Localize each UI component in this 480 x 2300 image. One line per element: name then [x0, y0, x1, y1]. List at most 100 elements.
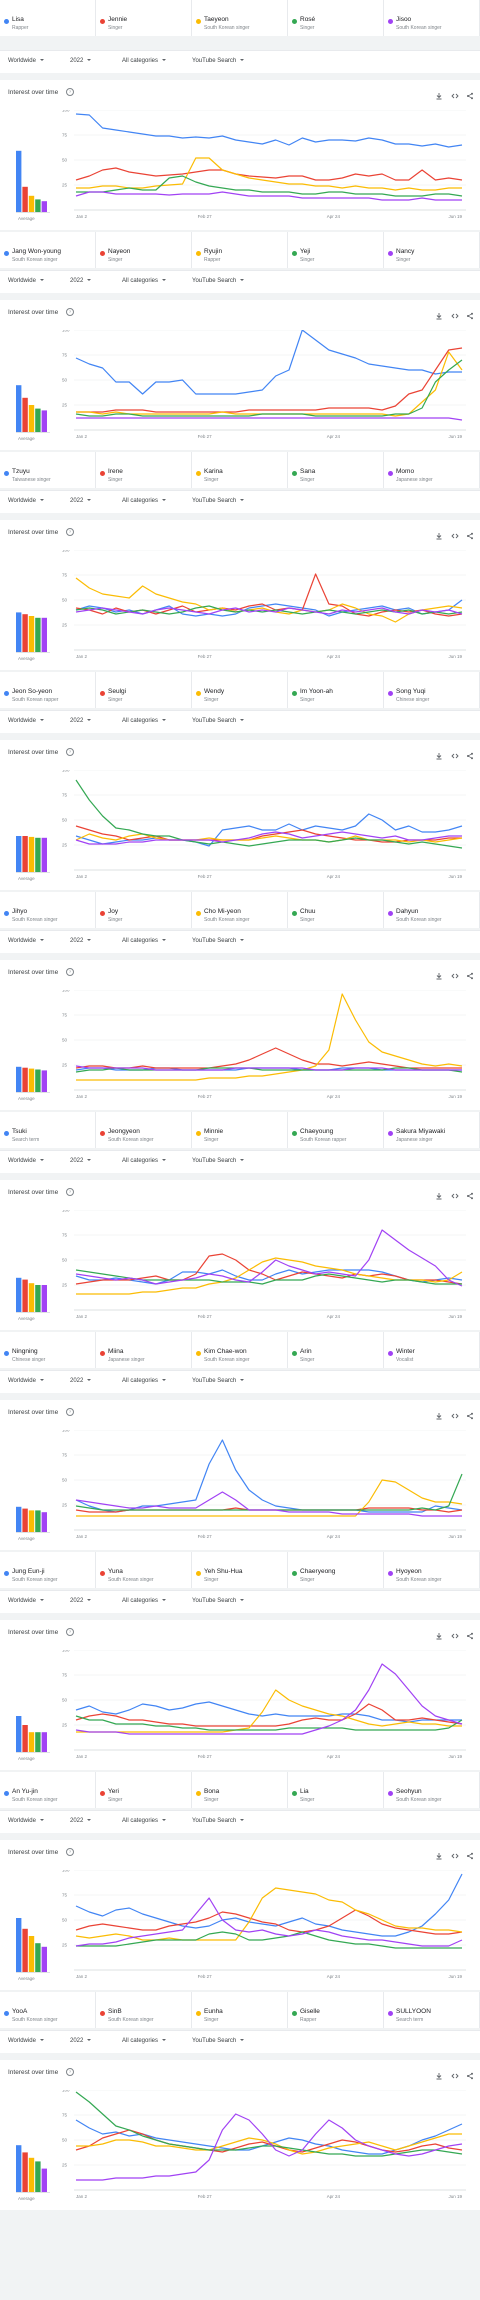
region-filter[interactable]: Worldwide: [8, 58, 44, 64]
term-item[interactable]: Dahyun South Korean singer: [384, 892, 480, 928]
help-icon[interactable]: ?: [66, 1848, 74, 1856]
region-filter[interactable]: Worldwide: [8, 1378, 44, 1384]
category-filter[interactable]: All categories: [122, 1158, 167, 1164]
term-item[interactable]: Giselle Rapper: [288, 1992, 384, 2028]
year-filter[interactable]: 2022: [70, 1818, 92, 1824]
term-item[interactable]: Irene Singer: [96, 452, 192, 488]
help-icon[interactable]: ?: [66, 1188, 74, 1196]
search-type-filter[interactable]: YouTube Search: [192, 58, 245, 64]
region-filter[interactable]: Worldwide: [8, 1818, 44, 1824]
year-filter[interactable]: 2022: [70, 498, 92, 504]
term-item[interactable]: Tzuyu Taiwanese singer: [0, 452, 96, 488]
term-item[interactable]: Minnie Singer: [192, 1112, 288, 1148]
term-item[interactable]: Lia Singer: [288, 1772, 384, 1808]
embed-icon[interactable]: [451, 527, 459, 539]
term-item[interactable]: Karina Singer: [192, 452, 288, 488]
share-icon[interactable]: [466, 967, 474, 980]
share-icon[interactable]: [466, 1407, 474, 1420]
share-icon[interactable]: [466, 307, 474, 320]
term-item[interactable]: Hyoyeon South Korean singer: [384, 1552, 480, 1588]
embed-icon[interactable]: [451, 1847, 459, 1859]
embed-icon[interactable]: [451, 967, 459, 979]
download-icon[interactable]: [435, 1187, 443, 1200]
term-item[interactable]: Momo Japanese singer: [384, 452, 480, 488]
category-filter[interactable]: All categories: [122, 278, 167, 284]
help-icon[interactable]: ?: [66, 748, 74, 756]
term-item[interactable]: Yuna South Korean singer: [96, 1552, 192, 1588]
term-item[interactable]: Winter Vocalist: [384, 1332, 480, 1368]
category-filter[interactable]: All categories: [122, 1378, 167, 1384]
region-filter[interactable]: Worldwide: [8, 278, 44, 284]
help-icon[interactable]: ?: [66, 968, 74, 976]
term-item[interactable]: Miina Japanese singer: [96, 1332, 192, 1368]
download-icon[interactable]: [435, 1627, 443, 1640]
download-icon[interactable]: [435, 2067, 443, 2080]
search-type-filter[interactable]: YouTube Search: [192, 1598, 245, 1604]
category-filter[interactable]: All categories: [122, 58, 167, 64]
term-item[interactable]: Bona Singer: [192, 1772, 288, 1808]
term-item[interactable]: Eunha Singer: [192, 1992, 288, 2028]
term-item[interactable]: Sakura Miyawaki Japanese singer: [384, 1112, 480, 1148]
category-filter[interactable]: All categories: [122, 2038, 167, 2044]
term-item[interactable]: Seohyun South Korean singer: [384, 1772, 480, 1808]
share-icon[interactable]: [466, 1627, 474, 1640]
category-filter[interactable]: All categories: [122, 718, 167, 724]
term-item[interactable]: Arin Singer: [288, 1332, 384, 1368]
search-type-filter[interactable]: YouTube Search: [192, 1818, 245, 1824]
share-icon[interactable]: [466, 527, 474, 540]
year-filter[interactable]: 2022: [70, 938, 92, 944]
term-item[interactable]: Nancy Singer: [384, 232, 480, 268]
category-filter[interactable]: All categories: [122, 1598, 167, 1604]
search-type-filter[interactable]: YouTube Search: [192, 1158, 245, 1164]
share-icon[interactable]: [466, 1187, 474, 1200]
term-item[interactable]: Jihyo South Korean singer: [0, 892, 96, 928]
help-icon[interactable]: ?: [66, 1628, 74, 1636]
search-type-filter[interactable]: YouTube Search: [192, 938, 245, 944]
download-icon[interactable]: [435, 87, 443, 100]
term-item[interactable]: Nayeon Singer: [96, 232, 192, 268]
term-item[interactable]: Seulgi Singer: [96, 672, 192, 708]
term-item[interactable]: Jeon So-yeon South Korean rapper: [0, 672, 96, 708]
search-type-filter[interactable]: YouTube Search: [192, 2038, 245, 2044]
embed-icon[interactable]: [451, 1187, 459, 1199]
term-item[interactable]: Tsuki Search term: [0, 1112, 96, 1148]
embed-icon[interactable]: [451, 87, 459, 99]
search-type-filter[interactable]: YouTube Search: [192, 278, 245, 284]
term-item[interactable]: Wendy Singer: [192, 672, 288, 708]
term-item[interactable]: Cho Mi-yeon South Korean singer: [192, 892, 288, 928]
year-filter[interactable]: 2022: [70, 58, 92, 64]
help-icon[interactable]: ?: [66, 528, 74, 536]
term-item[interactable]: SULLYOON Search term: [384, 1992, 480, 2028]
embed-icon[interactable]: [451, 1627, 459, 1639]
share-icon[interactable]: [466, 747, 474, 760]
term-item[interactable]: Jennie Singer: [96, 0, 192, 36]
search-type-filter[interactable]: YouTube Search: [192, 718, 245, 724]
region-filter[interactable]: Worldwide: [8, 718, 44, 724]
embed-icon[interactable]: [451, 747, 459, 759]
share-icon[interactable]: [466, 87, 474, 100]
term-item[interactable]: Taeyeon South Korean singer: [192, 0, 288, 36]
term-item[interactable]: Ryujin Rapper: [192, 232, 288, 268]
help-icon[interactable]: ?: [66, 2068, 74, 2076]
term-item[interactable]: YooA South Korean singer: [0, 1992, 96, 2028]
embed-icon[interactable]: [451, 1407, 459, 1419]
term-item[interactable]: Yeri Singer: [96, 1772, 192, 1808]
region-filter[interactable]: Worldwide: [8, 938, 44, 944]
download-icon[interactable]: [435, 527, 443, 540]
download-icon[interactable]: [435, 1407, 443, 1420]
term-item[interactable]: Chuu Singer: [288, 892, 384, 928]
category-filter[interactable]: All categories: [122, 938, 167, 944]
term-item[interactable]: SinB South Korean singer: [96, 1992, 192, 2028]
year-filter[interactable]: 2022: [70, 1378, 92, 1384]
region-filter[interactable]: Worldwide: [8, 2038, 44, 2044]
download-icon[interactable]: [435, 307, 443, 320]
share-icon[interactable]: [466, 1847, 474, 1860]
help-icon[interactable]: ?: [66, 88, 74, 96]
term-item[interactable]: Yeh Shu-Hua Singer: [192, 1552, 288, 1588]
term-item[interactable]: Jeongyeon South Korean singer: [96, 1112, 192, 1148]
year-filter[interactable]: 2022: [70, 1158, 92, 1164]
term-item[interactable]: Yeji Singer: [288, 232, 384, 268]
region-filter[interactable]: Worldwide: [8, 498, 44, 504]
year-filter[interactable]: 2022: [70, 278, 92, 284]
term-item[interactable]: Jung Eun-ji South Korean singer: [0, 1552, 96, 1588]
